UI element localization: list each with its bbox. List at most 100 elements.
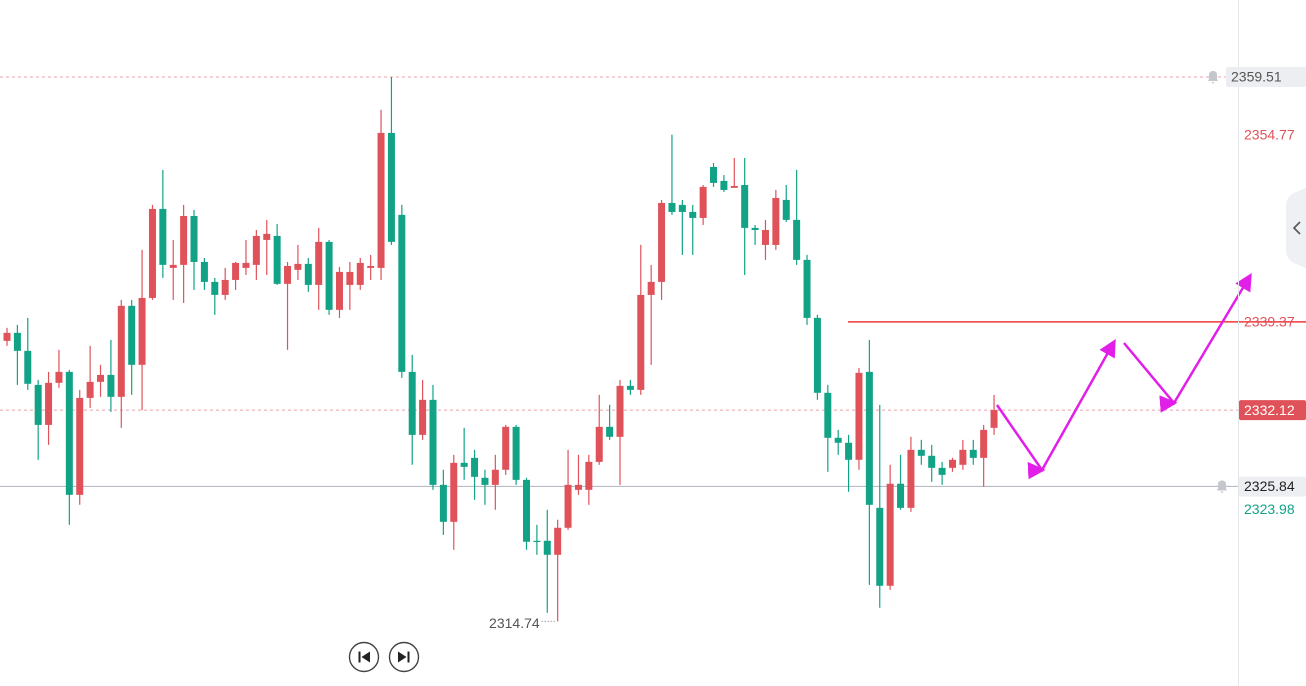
candle-body	[273, 235, 281, 284]
candle-body	[533, 540, 541, 542]
candle-body	[117, 305, 125, 397]
candle-body	[491, 469, 499, 485]
candle-body	[969, 449, 977, 458]
candle-body	[772, 197, 780, 245]
candle-body	[845, 442, 853, 460]
candle-body	[647, 281, 655, 295]
candle-body	[97, 374, 105, 382]
candle-body	[335, 271, 343, 310]
price-label-box	[1239, 400, 1306, 421]
candle-body	[897, 483, 905, 508]
candle-body	[107, 374, 115, 397]
candle-body	[180, 215, 188, 265]
candle-body	[252, 235, 260, 265]
low-price-label: 2314.74	[489, 615, 540, 631]
candle-body	[626, 385, 634, 390]
price-levels	[0, 76, 1306, 488]
candle-body	[699, 186, 707, 218]
side-tab[interactable]	[1286, 188, 1306, 268]
candle-body	[512, 426, 520, 480]
candle-body	[523, 479, 530, 542]
candle-body	[813, 317, 821, 393]
candle-body	[86, 381, 94, 398]
icon	[361, 651, 370, 663]
chevron-icon	[1292, 221, 1301, 235]
candle-body	[834, 437, 842, 443]
candle-body	[668, 202, 676, 212]
candle-body	[128, 305, 136, 365]
candle-body	[221, 279, 229, 295]
replay-forward-button[interactable]	[388, 641, 420, 673]
candle-body	[439, 484, 447, 522]
price-axis: 2359.51 2354.77 2339.37 2332.12 2325.84 2323.…	[1208, 66, 1306, 517]
candle-body	[564, 484, 572, 528]
candle-body	[761, 229, 769, 245]
candle-body	[502, 426, 510, 470]
candle-body	[367, 265, 375, 268]
drawing-arrows	[995, 272, 1252, 480]
candle-body	[148, 208, 156, 298]
candle-body	[45, 382, 53, 425]
side-tab-bg[interactable]	[1286, 188, 1306, 268]
candle-body	[710, 166, 718, 183]
price-label: 2359.51	[1231, 69, 1282, 85]
candle-body	[55, 371, 63, 383]
candle-body	[990, 410, 998, 428]
candle-body	[980, 429, 988, 458]
candle-body	[263, 233, 271, 240]
candle-body	[637, 294, 645, 390]
replay-back-button[interactable]	[348, 641, 380, 673]
candle-body	[24, 350, 32, 384]
candle-body	[346, 271, 354, 285]
arrow-path	[1123, 272, 1252, 413]
candle-body	[138, 297, 146, 365]
candle-body	[689, 211, 697, 218]
candle-body	[65, 371, 73, 495]
candle-body	[741, 184, 749, 228]
candle-body	[606, 426, 614, 437]
price-label: 2332.12	[1244, 402, 1295, 418]
candle-body	[554, 527, 562, 555]
candle-body	[429, 399, 437, 485]
candle-body	[658, 202, 666, 282]
candle-body	[938, 467, 946, 475]
candle-body	[211, 281, 219, 295]
price-label: 2325.84	[1244, 478, 1295, 494]
candle-body	[200, 261, 208, 282]
price-label-box	[1226, 66, 1306, 87]
candles: 2314.74	[3, 76, 998, 631]
candle-body	[481, 477, 489, 485]
candle-body	[574, 484, 582, 490]
candle-body	[948, 459, 956, 468]
alert-bell-icon	[1208, 70, 1218, 84]
candle-body	[824, 392, 832, 438]
candle-body	[928, 455, 936, 468]
candle-body	[3, 332, 11, 341]
candle-body	[793, 219, 801, 260]
icon	[358, 651, 361, 663]
candle-body	[304, 263, 312, 285]
candle-body	[76, 397, 84, 495]
candle-body	[398, 214, 406, 372]
candle-body	[284, 265, 292, 284]
icon	[398, 651, 407, 663]
candle-body	[616, 385, 624, 437]
price-label-box	[1239, 476, 1306, 497]
candle-body	[356, 262, 364, 285]
candle-body	[408, 371, 416, 435]
candle-body	[315, 241, 323, 285]
candle-body	[242, 262, 250, 268]
candle-body	[720, 180, 728, 190]
candle-body	[450, 462, 458, 522]
candle-body	[959, 449, 967, 465]
candle-body	[678, 204, 686, 212]
candle-body	[917, 449, 925, 456]
candle-body	[782, 199, 790, 220]
candle-body	[13, 332, 21, 351]
candle-body	[471, 457, 479, 477]
candle-body	[865, 371, 873, 505]
candle-body	[169, 264, 177, 268]
candle-body	[907, 449, 915, 508]
price-label: 2354.77	[1244, 126, 1295, 142]
candle-body	[34, 384, 42, 425]
